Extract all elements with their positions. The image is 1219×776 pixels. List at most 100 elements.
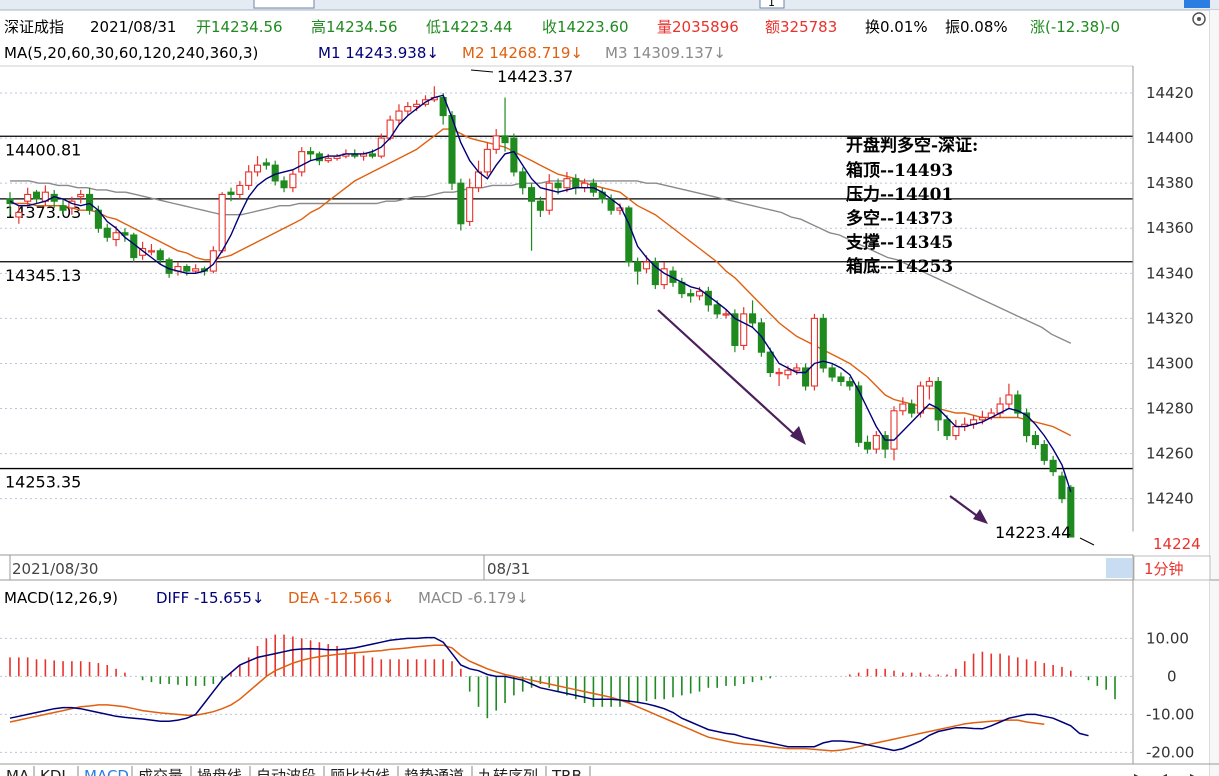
indicator-tab[interactable]: TRB	[551, 766, 591, 776]
price-tick-label: 14380	[1146, 174, 1194, 192]
bottom-right-icon-a[interactable]: ▸	[1134, 769, 1141, 776]
indicator-tab[interactable]: 操盘线	[197, 766, 251, 776]
textbox-line-resistance: 压力--14401	[846, 184, 953, 205]
candle-body	[519, 171, 527, 189]
candle-body	[501, 135, 509, 144]
candle	[545, 174, 553, 215]
candle-body	[492, 135, 500, 150]
price-tick-label: 14300	[1146, 354, 1194, 372]
peak-annotation: 14423.37	[470, 67, 573, 86]
candle-body	[978, 416, 986, 421]
close-value: 收14223.60	[542, 18, 629, 36]
indicator-tab[interactable]: MA	[6, 766, 35, 776]
low-value: 低14223.44	[426, 18, 513, 36]
candle-body	[1049, 459, 1057, 473]
candle-body	[262, 162, 270, 166]
candle	[651, 257, 659, 290]
bottom-right-icon-c[interactable]: ▸	[1190, 769, 1197, 776]
period-value-box[interactable]	[759, 0, 785, 9]
price-tick-label: 14240	[1146, 490, 1194, 508]
candle	[439, 93, 447, 125]
candle	[660, 262, 668, 290]
candle-body	[413, 103, 421, 108]
indicator-tab[interactable]: 顾比均线	[330, 766, 399, 776]
peak-label: 14423.37	[497, 67, 573, 86]
high-value: 高14234.56	[311, 18, 398, 36]
indicator-tab[interactable]: MACD	[84, 766, 133, 776]
indicator-tab-label: 九转序列	[478, 767, 538, 776]
m2-line	[10, 128, 1072, 437]
candle	[457, 178, 465, 231]
candle-body	[837, 376, 845, 383]
candle-body	[183, 266, 191, 272]
indicator-tab-label: 顾比均线	[330, 767, 390, 776]
period-button-label: 1分钟	[1144, 560, 1184, 578]
candle-body	[1058, 475, 1066, 500]
candle-body	[103, 227, 111, 238]
candle-body	[466, 187, 474, 223]
candle-body	[784, 369, 792, 376]
candle	[32, 189, 41, 204]
volume-value: 量2035896	[657, 18, 739, 36]
indicator-tab[interactable]: 自动波段	[256, 766, 325, 776]
period-selector[interactable]	[253, 0, 315, 9]
index-name: 深证成指	[4, 18, 64, 36]
settings-icon[interactable]	[1192, 12, 1206, 26]
candle	[970, 415, 978, 429]
candle-body	[642, 261, 651, 270]
candle-body	[227, 191, 235, 195]
candle-body	[908, 403, 916, 414]
candle-body	[112, 232, 120, 241]
right-side-panel	[1209, 10, 1219, 776]
candle	[289, 169, 297, 193]
candle-body	[404, 106, 412, 112]
candle	[740, 307, 748, 350]
candle-body	[810, 317, 818, 387]
scroll-handle[interactable]	[1106, 558, 1132, 578]
indicator-tab[interactable]: 成交量	[138, 766, 192, 776]
candle	[103, 223, 111, 242]
candle	[934, 376, 942, 432]
candle-body	[687, 293, 695, 297]
candle-body	[695, 290, 704, 297]
candle-body	[395, 110, 403, 121]
candle-body	[943, 419, 951, 437]
dea-label: DEA -12.566↓	[288, 589, 395, 607]
period-button[interactable]	[1133, 555, 1211, 581]
low-annotation: 14223.44	[995, 523, 1095, 546]
candle-body	[15, 211, 23, 218]
candle	[156, 248, 164, 265]
candle	[961, 417, 969, 432]
candle-body	[528, 187, 536, 202]
level-label: 14400.81	[5, 140, 81, 159]
candle	[563, 171, 571, 193]
indicator-tab-label: MACD	[84, 767, 129, 776]
candle-body	[536, 200, 544, 211]
candle	[1058, 471, 1066, 504]
candle	[625, 205, 633, 267]
price-tick-label: 14280	[1146, 400, 1194, 418]
indicator-tab[interactable]: KDJ	[40, 766, 79, 776]
candle-body	[952, 426, 960, 437]
candle	[280, 176, 288, 193]
current-price-label: 14224	[1153, 535, 1201, 553]
macd-label: MACD(12,26,9)	[4, 589, 118, 607]
candle-body	[899, 403, 907, 412]
candle	[492, 129, 500, 154]
indicator-tab[interactable]: 趋势通道	[404, 766, 473, 776]
price-axis: 14420 14400 14380 14360 14340 14320 14300 14280…	[1131, 66, 1211, 582]
level-label: 14345.13	[5, 266, 81, 285]
toolbar-blue-button[interactable]	[1184, 0, 1210, 8]
candle-body	[722, 313, 730, 316]
candle-body	[881, 435, 889, 450]
textbox-title: 开盘判多空-深证:	[846, 135, 978, 156]
indicator-tab[interactable]: 九转序列	[478, 766, 547, 776]
amount-value: 额325783	[765, 18, 837, 36]
candle	[192, 264, 200, 274]
m1-line	[9, 94, 1072, 493]
candle-body	[1040, 444, 1048, 461]
date-mid-label: 08/31	[487, 560, 530, 578]
ma-header: MA(5,20,60,30,60,120,240,360,3) M1 14243…	[4, 44, 726, 62]
bottom-right-icon-b[interactable]: ◂	[1160, 769, 1167, 776]
